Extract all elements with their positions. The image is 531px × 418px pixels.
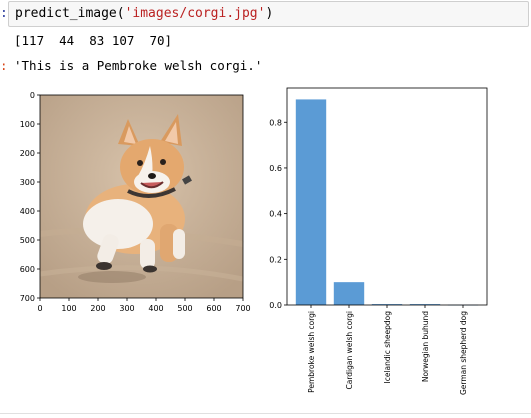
image-x-tick-label: 700 (235, 304, 250, 313)
image-y-tick-label: 0 (30, 91, 35, 100)
cell-divider (0, 413, 531, 414)
code-cell-input[interactable]: predict_image('images/corgi.jpg') (8, 1, 529, 27)
bar-category-label: Cardigan welsh corgi (345, 311, 354, 390)
stdout-text: [117 44 83 107 70] (14, 33, 173, 48)
corgi-image (78, 114, 192, 283)
code-string-arg: 'images/corgi.jpg' (124, 6, 266, 21)
bar-category-label: Pembroke welsh corgi (307, 311, 316, 393)
image-y-ticks: 0 100 200 300 400 500 600 700 (20, 91, 40, 303)
bar (409, 304, 441, 305)
output-prompt: : (0, 58, 8, 73)
bar-chart: 0.0 0.2 0.4 0.6 0.8 Pembroke welsh corgi Card… (269, 87, 488, 395)
bar-y-tick-label: 0.0 (269, 301, 282, 310)
image-x-tick-label: 300 (119, 304, 134, 313)
image-y-tick-label: 300 (20, 178, 35, 187)
image-x-tick-label: 500 (177, 304, 192, 313)
image-x-tick-label: 400 (148, 304, 163, 313)
bar (295, 99, 327, 305)
image-x-tick-label: 100 (61, 304, 76, 313)
bar (371, 304, 403, 305)
output-value: 'This is a Pembroke welsh corgi.' (14, 58, 263, 73)
bar-y-ticks: 0.0 0.2 0.4 0.6 0.8 (269, 118, 287, 310)
bar-y-tick-label: 0.4 (269, 210, 282, 219)
image-y-tick-label: 500 (20, 236, 35, 245)
bar-category-label: Norwegian buhund (421, 311, 430, 382)
bars-group (295, 99, 479, 306)
image-y-tick-label: 200 (20, 149, 35, 158)
image-y-tick-label: 400 (20, 207, 35, 216)
bar-x-ticks: Pembroke welsh corgi Cardigan welsh corgi… (307, 305, 468, 395)
image-axes-frame (39, 94, 244, 299)
bar (333, 282, 365, 305)
bar-category-label: German shepherd dog (459, 311, 468, 395)
image-x-tick-label: 0 (37, 304, 42, 313)
bar-y-tick-label: 0.8 (269, 118, 282, 127)
image-panel: 0 100 200 300 400 500 600 700 0 100 200 300 400 500 6… (20, 91, 251, 313)
input-prompt: : (0, 6, 8, 21)
image-x-ticks: 0 100 200 300 400 500 600 700 (37, 298, 251, 313)
bar-y-tick-label: 0.6 (269, 164, 282, 173)
bar-category-label: Icelandic sheepdog (383, 311, 392, 384)
code-function: predict_image( (15, 6, 125, 21)
bar-y-tick-label: 0.2 (269, 255, 282, 264)
output-figure: 0 100 200 300 400 500 600 700 0 100 200 300 400 500 6… (20, 87, 488, 395)
image-y-tick-label: 700 (20, 294, 35, 303)
image-x-tick-label: 600 (206, 304, 221, 313)
image-x-tick-label: 200 (90, 304, 105, 313)
code-close-paren: ) (265, 6, 274, 21)
image-y-tick-label: 600 (20, 265, 35, 274)
code-line: predict_image('images/corgi.jpg') (15, 6, 273, 21)
image-y-tick-label: 100 (20, 120, 35, 129)
